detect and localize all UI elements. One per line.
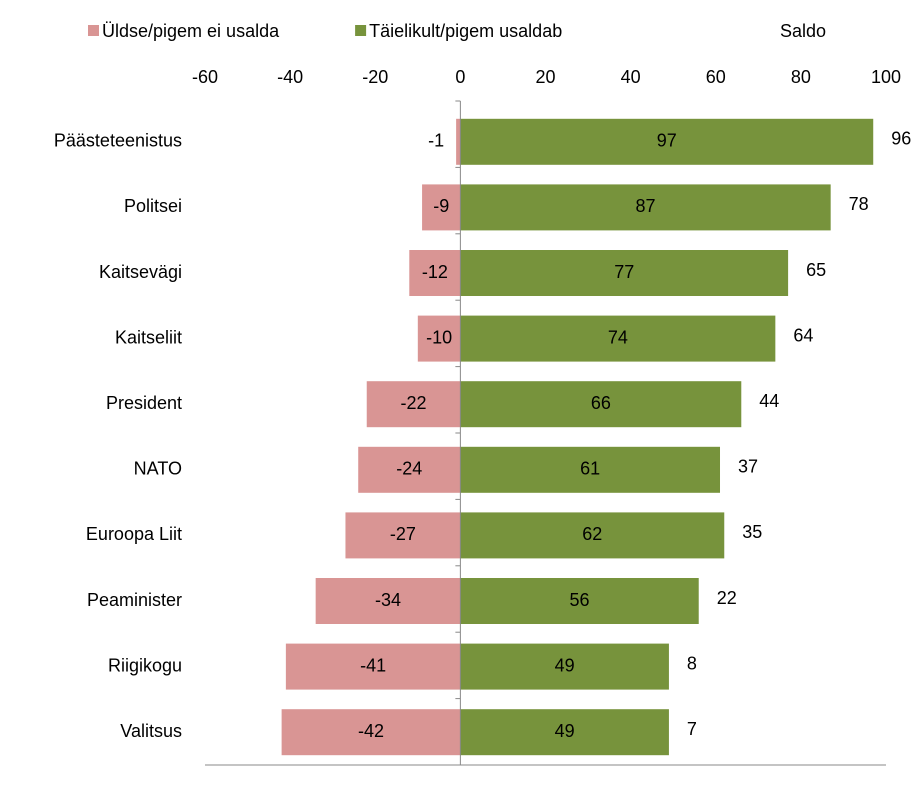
x-tick-label: 20 [535,67,555,87]
bar [460,709,669,756]
x-tick-label: -20 [362,67,388,87]
bar [460,512,725,559]
saldo-label: 65 [806,260,826,280]
saldo-label: 78 [849,194,869,214]
bar [456,118,461,165]
legend-swatch [88,25,99,36]
saldo-label: 8 [687,653,697,673]
bar [417,315,461,362]
x-tick-label: -60 [192,67,218,87]
bar [460,250,789,296]
legend-label: Üldse/pigem ei usalda [102,21,280,41]
bar [366,381,461,428]
bar [460,118,874,165]
legend-swatch [355,25,367,36]
saldo-label: 44 [759,391,779,411]
saldo-label: 35 [742,522,762,542]
category-label: NATO [134,459,182,479]
bar [345,512,461,559]
bar [460,184,831,231]
bar [285,643,461,690]
category-label: Valitsus [120,721,182,741]
category-label: Euroopa Liit [86,524,182,544]
saldo-label: 96 [891,129,911,149]
bar-value-label: -1 [428,131,444,151]
saldo-label: 7 [687,719,697,739]
bar [358,446,461,493]
bar [315,578,461,624]
bar-value-label: -41 [360,655,386,675]
x-tick-label: 80 [791,67,811,87]
bar [460,643,669,690]
bar-value-label: 49 [555,655,575,675]
bar [460,578,699,624]
bar [422,184,461,231]
bar [460,315,776,362]
category-label: Peaminister [87,590,182,610]
saldo-label: 64 [793,325,813,345]
legend-label: Täielikult/pigem usaldab [369,21,562,41]
bar [409,250,461,296]
saldo-label: 22 [717,588,737,608]
bar-value-label: -34 [375,590,401,610]
bar-value-label: -10 [426,327,452,347]
bar-value-label: 66 [591,393,611,413]
bar [460,381,742,428]
category-label: Politsei [124,196,182,216]
bar [281,709,461,756]
saldo-label: 37 [738,457,758,477]
bar-value-label: -22 [401,393,427,413]
bar-value-label: -27 [390,524,416,544]
x-tick-label: 100 [871,67,901,87]
x-tick-label: 60 [706,67,726,87]
bar-value-label: 49 [555,721,575,741]
bar-value-label: 56 [570,590,590,610]
category-label: President [106,393,182,413]
bar-value-label: 62 [582,524,602,544]
bar-value-label: -9 [433,196,449,216]
category-label: Kaitsevägi [99,262,182,282]
x-tick-label: 0 [455,67,465,87]
bar-value-label: 97 [657,131,677,151]
bar-value-label: -24 [396,459,422,479]
bar [460,446,721,493]
bar-value-label: -42 [358,721,384,741]
bar-value-label: 87 [636,196,656,216]
bar-value-label: -12 [422,262,448,282]
bar-value-label: 77 [614,262,634,282]
bar-value-label: 61 [580,459,600,479]
category-label: Kaitseliit [115,327,182,347]
x-tick-label: 40 [621,67,641,87]
category-label: Riigikogu [108,655,182,675]
legend-label: Saldo [780,21,826,41]
x-tick-label: -40 [277,67,303,87]
category-label: Päästeteenistus [54,131,182,151]
bar-value-label: 74 [608,327,628,347]
